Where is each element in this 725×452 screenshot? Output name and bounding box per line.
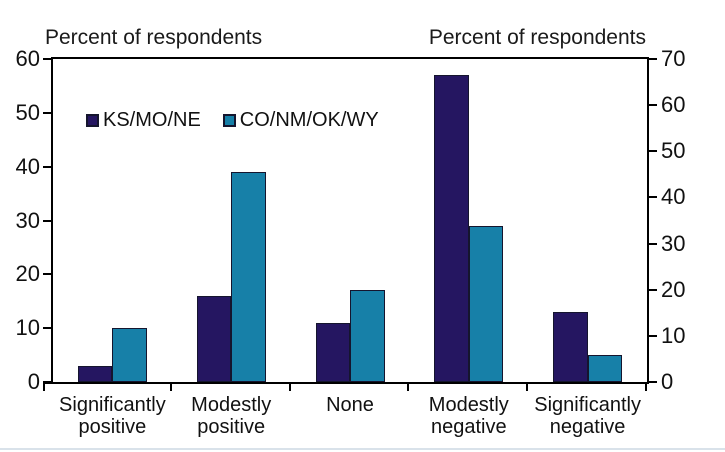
y-tick-label-right: 20	[661, 276, 686, 302]
x-axis-baseline	[43, 382, 649, 384]
y-tick-label-right: 40	[661, 184, 686, 210]
y-tick-left	[43, 273, 51, 276]
y-tick-label-left: 0	[27, 369, 40, 394]
y-tick-label-right: 30	[661, 230, 686, 256]
x-category-label: Significantly positive	[59, 394, 166, 438]
y-tick-left	[43, 58, 51, 60]
bar-ks-mo-ne	[315, 322, 350, 382]
y-tick-left	[43, 327, 51, 330]
x-category-label: Modestly negative	[428, 394, 509, 438]
y-tick-left	[43, 381, 51, 383]
y-tick-label-left: 10	[15, 315, 40, 341]
legend-swatch-co-nm-ok-wy	[222, 114, 236, 127]
bar-co-nm-ok-wy	[468, 225, 504, 382]
x-axis-tick	[645, 382, 647, 391]
bar-ks-mo-ne	[434, 75, 469, 382]
legend-item-co-nm-ok-wy: CO/NM/OK/WY	[222, 109, 379, 132]
y-tick-right	[649, 150, 657, 153]
legend-label-ks-mo-ne: KS/MO/NE	[103, 109, 201, 131]
y-tick-label-right: 50	[661, 138, 686, 164]
y-tick-right	[649, 381, 657, 383]
y-tick-label-right: 60	[661, 92, 686, 118]
bar-co-nm-ok-wy	[587, 355, 623, 382]
x-axis-tick	[288, 382, 291, 391]
y-axis-left	[51, 57, 53, 384]
x-category-label: None	[326, 394, 374, 416]
plot-top-border	[51, 57, 649, 59]
legend-label-co-nm-ok-wy: CO/NM/OK/WY	[239, 109, 379, 131]
y-tick-right	[649, 334, 657, 337]
bar-ks-mo-ne	[77, 365, 113, 382]
bar-ks-mo-ne	[196, 295, 232, 382]
y-tick-right	[649, 242, 657, 245]
y-tick-label-left: 20	[15, 261, 40, 287]
bar-ks-mo-ne	[553, 312, 588, 382]
y-tick-label-left: 30	[15, 207, 40, 233]
bar-co-nm-ok-wy	[350, 290, 385, 382]
y-tick-right	[649, 58, 657, 60]
x-category-label: Modestly positive	[191, 394, 272, 438]
y-tick-label-left: 60	[15, 46, 40, 71]
y-axis-right	[647, 57, 649, 384]
y-tick-left	[43, 165, 51, 168]
x-axis-tick	[526, 382, 529, 391]
bar-co-nm-ok-wy	[112, 328, 147, 382]
y-tick-label-left: 50	[15, 99, 40, 125]
x-axis-tick	[169, 382, 172, 391]
image-bottom-edge-line	[0, 448, 725, 450]
legend-swatch-ks-mo-ne	[86, 114, 99, 127]
x-category-label: Significantly negative	[534, 394, 641, 438]
y-tick-label-right: 70	[661, 46, 686, 71]
y-tick-label-right: 0	[661, 369, 674, 394]
legend: KS/MO/NE CO/NM/OK/WY	[86, 109, 379, 132]
legend-item-ks-mo-ne: KS/MO/NE	[86, 109, 201, 132]
bar-co-nm-ok-wy	[231, 172, 266, 382]
x-axis-tick	[407, 382, 410, 391]
y-tick-label-left: 40	[15, 153, 40, 179]
left-axis-title: Percent of respondents	[45, 26, 263, 49]
y-tick-right	[649, 196, 657, 199]
x-axis-tick	[43, 382, 45, 391]
y-tick-left	[43, 111, 51, 114]
y-tick-left	[43, 219, 51, 222]
y-tick-right	[649, 288, 657, 291]
right-axis-title: Percent of respondents	[428, 26, 646, 49]
y-tick-right	[649, 104, 657, 107]
y-tick-label-right: 10	[661, 322, 686, 348]
